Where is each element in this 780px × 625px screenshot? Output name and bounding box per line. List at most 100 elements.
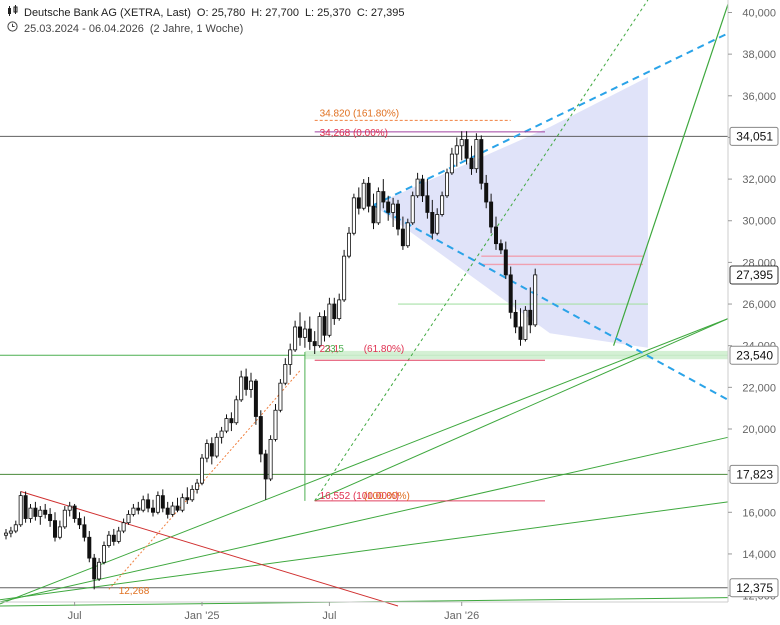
candle-body: [141, 499, 146, 511]
y-tick-label: 30,000: [742, 216, 776, 228]
candle-body: [440, 195, 445, 215]
candle-body: [346, 232, 351, 257]
candle-body: [459, 139, 464, 147]
instrument-title: Deutsche Bank AG (XETRA, Last): [24, 7, 191, 19]
candle-body: [297, 326, 302, 338]
candle-body: [136, 507, 141, 511]
candle-body: [371, 205, 376, 224]
candle-body: [484, 182, 489, 203]
candle-body: [126, 513, 131, 524]
high-value: H: 27,700: [251, 7, 299, 19]
candlestick-icon: [6, 5, 18, 19]
candle-body: [288, 349, 293, 365]
period-label: (2 Jahre, 1 Woche): [149, 23, 244, 35]
candle-body: [327, 303, 332, 336]
candle-body: [391, 203, 396, 213]
candle-body: [469, 157, 474, 170]
fan-line-2: [0, 501, 729, 601]
candle-body: [13, 524, 18, 532]
y-tick-label: 26,000: [742, 299, 776, 311]
open-value: O: 25,780: [196, 7, 246, 19]
y-tick-label: 40,000: [742, 7, 776, 19]
annotation-label: 34.820 (161.80%): [320, 108, 400, 119]
candle-body: [425, 195, 430, 213]
annotation-label: (100.00%): [364, 491, 410, 502]
y-tick-label: 14,000: [742, 549, 776, 561]
candle-body: [23, 495, 28, 519]
support-band: [304, 350, 728, 360]
candle-body: [273, 409, 278, 440]
triangle-upper-edge: [373, 32, 729, 207]
downtrend-line: [20, 490, 399, 607]
candle-body: [38, 509, 43, 517]
candle-body: [170, 505, 175, 515]
y-tick-label: 20,000: [742, 424, 776, 436]
candle-body: [493, 226, 498, 245]
candle-body: [302, 328, 307, 338]
y-tick-label: 22,000: [742, 382, 776, 394]
candle-body: [351, 197, 356, 234]
candle-body: [82, 524, 87, 538]
x-tick-label: Jan '26: [444, 610, 479, 622]
candle-body: [444, 172, 449, 197]
candle-body: [293, 326, 298, 351]
level-price-box: [729, 578, 779, 598]
breakout-line: [613, 3, 729, 346]
clock-icon: [6, 21, 18, 35]
candle-body: [489, 201, 494, 228]
chart-header: Deutsche Bank AG (XETRA, Last) O: 25,780 H…: [6, 5, 411, 19]
last-price-box: [729, 265, 779, 285]
trend-line-main: [314, 318, 729, 502]
candle-body: [248, 380, 253, 390]
y-tick-label: 38,000: [742, 49, 776, 61]
candle-body: [253, 380, 258, 417]
y-tick-label: 36,000: [742, 91, 776, 103]
candle-body: [229, 418, 234, 424]
candle-body: [337, 299, 342, 320]
candle-body: [146, 499, 151, 509]
candle-body: [121, 522, 126, 532]
candle-body: [185, 497, 190, 501]
candle-body: [155, 495, 160, 513]
candle-body: [204, 443, 209, 459]
x-tick-label: Jan '25: [184, 610, 219, 622]
candle-body: [214, 436, 219, 457]
candle-body: [72, 505, 77, 519]
candle-body: [87, 536, 92, 559]
candle-body: [106, 534, 111, 547]
y-tick-label: 32,000: [742, 174, 776, 186]
last-price-label: 27,395: [736, 268, 773, 282]
candle-body: [283, 364, 288, 384]
candle-body: [498, 243, 503, 251]
candle-body: [332, 303, 337, 320]
annotation-label: (61.80%): [364, 344, 405, 355]
date-range: 25.03.2024 - 06.04.2026: [24, 23, 144, 35]
candle-body: [4, 532, 9, 536]
x-tick-label: Jul: [322, 610, 336, 622]
candle-body: [48, 513, 53, 522]
candle-body: [131, 507, 136, 515]
candle-body: [435, 214, 440, 234]
candle-body: [528, 309, 533, 326]
candle-body: [366, 182, 371, 207]
candle-body: [67, 505, 72, 511]
candle-body: [268, 439, 273, 480]
level-price-label: 17,823: [736, 467, 773, 481]
candle-body: [28, 507, 33, 519]
candle-body: [454, 145, 459, 155]
candle-body: [322, 316, 327, 336]
candle-body: [400, 228, 405, 247]
candle-body: [77, 518, 82, 526]
level-price-label: 12,375: [736, 581, 773, 595]
candle-body: [508, 274, 513, 313]
candle-body: [33, 507, 38, 517]
fan-line-1: [0, 436, 729, 603]
candle-body: [278, 382, 283, 411]
candle-body: [420, 178, 425, 197]
candle-body: [116, 530, 121, 542]
candle-body: [150, 507, 155, 513]
candle-body: [209, 443, 214, 457]
candle-body: [165, 507, 170, 515]
candle-body: [386, 201, 391, 213]
